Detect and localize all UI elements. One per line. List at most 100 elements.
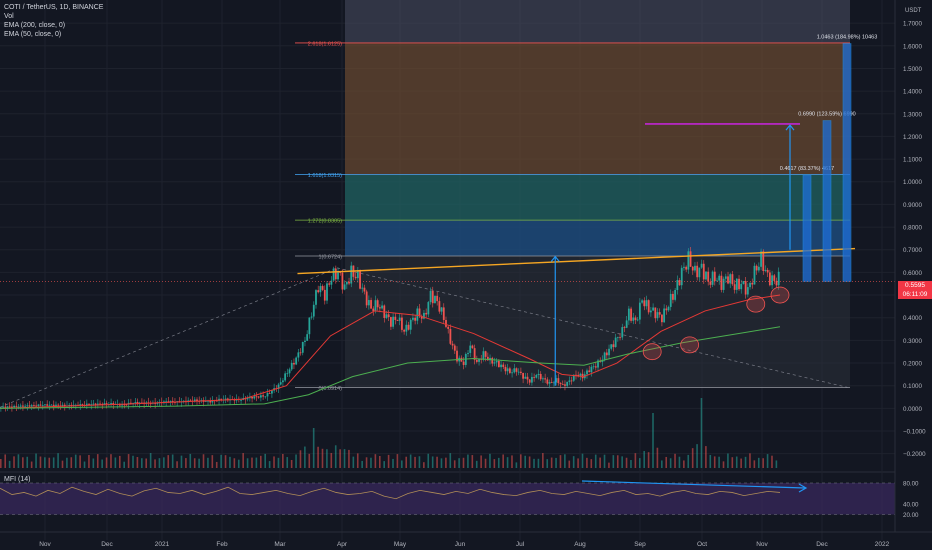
candle-body (365, 291, 368, 306)
candle-body (55, 404, 57, 406)
volume-bar (599, 457, 601, 468)
support-circle (680, 336, 700, 354)
volume-bar (630, 460, 632, 468)
candle-body (343, 284, 346, 290)
candle-body (295, 357, 298, 365)
volume-bar (586, 457, 588, 468)
candle-body (645, 300, 648, 307)
volume-bar (520, 454, 522, 468)
candle-body (13, 405, 16, 408)
candle-body (425, 312, 428, 315)
volume-bar (255, 457, 258, 468)
candle-body (378, 307, 381, 309)
candle-body (282, 380, 284, 383)
volume-bar (352, 456, 355, 468)
candle-body (136, 402, 139, 404)
candle-body (612, 344, 615, 348)
ema200-line (0, 326, 781, 409)
measurement-label: 0.6990 (123.59%) 6990 (798, 112, 856, 118)
ema50-line (0, 294, 781, 409)
volume-bar (396, 454, 399, 468)
candle-body (356, 270, 359, 279)
candle-body (427, 302, 430, 315)
price-tick-label: −0.2000 (903, 451, 926, 458)
candle-body (760, 251, 762, 267)
volume-bar (480, 455, 482, 468)
candle-body (112, 403, 115, 405)
candle-body (79, 404, 82, 406)
candle-body (323, 289, 326, 301)
candle-body (731, 274, 734, 285)
candle-body (753, 265, 756, 285)
mfi-band (0, 483, 895, 515)
volume-bar (123, 461, 125, 468)
candle-body (482, 351, 485, 360)
time-tick-label: Mar (274, 541, 286, 548)
candle-body (24, 405, 27, 407)
measurement-bar (802, 174, 812, 282)
fib-level-label: 1.618(1.0315) (308, 173, 342, 179)
volume-bar (762, 458, 764, 468)
candle-body (372, 308, 375, 312)
volume-bar (220, 454, 222, 468)
volume-bar (374, 454, 377, 468)
candle-body (473, 348, 476, 360)
candle-body (22, 405, 24, 407)
support-circle (746, 295, 766, 313)
candle-body (88, 403, 90, 405)
volume-bar (295, 454, 297, 468)
volume-bar (445, 457, 447, 468)
time-tick-label: Jul (516, 541, 525, 548)
candle-body (266, 393, 269, 397)
candle-body (526, 376, 529, 380)
candle-body (605, 352, 608, 356)
candle-body (418, 308, 421, 317)
volume-bar (753, 460, 756, 468)
candle-body (11, 406, 13, 408)
volume-bar (361, 460, 363, 468)
volume-bar (110, 454, 112, 468)
volume-bar (740, 458, 742, 468)
candle-body (641, 300, 643, 303)
volume-bar (669, 458, 672, 468)
volume-bar (299, 450, 302, 468)
candle-body (257, 396, 260, 398)
candle-body (766, 269, 769, 273)
volume-bar (449, 453, 452, 468)
volume-bar (326, 449, 328, 468)
candle-body (619, 337, 621, 339)
volume-bar (647, 452, 650, 468)
candle-body (680, 267, 683, 286)
fib-level-label: 0(0.0914) (318, 386, 342, 392)
volume-bar (572, 456, 575, 468)
candle-body (92, 403, 95, 405)
volume-bar (489, 453, 491, 468)
symbol-line: COTI / TetherUS, 1D, BINANCE (4, 4, 104, 11)
candle-body (423, 312, 425, 319)
candle-body (41, 405, 44, 407)
volume-bar (330, 452, 333, 468)
volume-bar (674, 453, 676, 468)
candle-body (169, 400, 172, 403)
volume-bar (471, 455, 474, 468)
candle-body (262, 395, 265, 397)
volume-bar (356, 453, 359, 468)
candle-body (286, 373, 289, 375)
volume-bar (533, 458, 535, 468)
volume-bar (709, 454, 712, 468)
volume-bar (683, 460, 685, 468)
candle-body (90, 404, 93, 405)
candle-body (401, 317, 403, 330)
volume-bar (678, 456, 681, 468)
candle-body (647, 300, 650, 313)
price-tick-label: 1.4000 (903, 89, 922, 96)
candle-body (4, 406, 7, 408)
candle-body (683, 266, 685, 268)
candle-body (332, 268, 335, 281)
volume-bar (502, 454, 504, 468)
candle-body (705, 271, 707, 280)
candle-body (669, 293, 672, 307)
candle-body (738, 278, 740, 290)
candle-body (412, 317, 414, 320)
